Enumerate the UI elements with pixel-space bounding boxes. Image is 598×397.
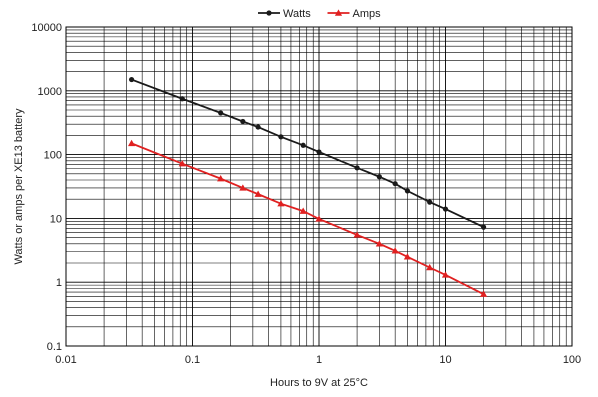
amps-point bbox=[239, 184, 247, 191]
watts-point bbox=[255, 124, 261, 130]
watts-point bbox=[218, 110, 224, 116]
watts-point bbox=[392, 181, 398, 187]
y-tick-label: 10000 bbox=[31, 22, 62, 34]
watts-point bbox=[442, 206, 449, 212]
amps-point bbox=[217, 175, 225, 182]
legend-marker-watts bbox=[266, 10, 272, 16]
x-tick-label: 1 bbox=[316, 354, 322, 366]
amps-point bbox=[391, 247, 399, 254]
amps-point bbox=[127, 139, 136, 147]
amps-point bbox=[315, 215, 323, 222]
amps-point bbox=[254, 190, 262, 197]
x-tick-label: 10 bbox=[439, 354, 451, 366]
amps-point bbox=[277, 200, 285, 207]
amps-point bbox=[353, 231, 361, 238]
x-tick-label: 0.1 bbox=[185, 354, 200, 366]
watts-point bbox=[278, 134, 284, 140]
watts-series bbox=[128, 76, 487, 230]
grid bbox=[65, 27, 572, 347]
x-tick-label: 0.01 bbox=[55, 354, 76, 366]
watts-point bbox=[240, 118, 246, 125]
watts-line bbox=[131, 78, 484, 228]
watts-point bbox=[316, 149, 322, 155]
amps-series bbox=[127, 139, 488, 297]
legend-label-amps: Amps bbox=[353, 8, 382, 20]
watts-point bbox=[354, 165, 360, 171]
series-layer bbox=[127, 76, 488, 297]
y-tick-label: 1000 bbox=[38, 86, 62, 98]
y-axis-ticks: 0.1 1 10 100 1000 10000 bbox=[31, 22, 62, 353]
amps-point bbox=[426, 263, 434, 271]
amps-point bbox=[375, 240, 383, 247]
y-tick-label: 100 bbox=[44, 150, 62, 162]
amps-point bbox=[479, 290, 488, 297]
y-tick-label: 0.1 bbox=[47, 341, 62, 353]
watts-point bbox=[179, 96, 185, 102]
legend: Watts Amps bbox=[258, 8, 381, 20]
watts-point bbox=[376, 174, 382, 180]
watts-point bbox=[404, 188, 411, 194]
watts-point bbox=[427, 199, 433, 205]
legend-item-amps: Amps bbox=[327, 8, 382, 20]
legend-item-watts: Watts bbox=[258, 8, 311, 20]
legend-label-watts: Watts bbox=[283, 8, 311, 20]
y-tick-label: 1 bbox=[56, 277, 62, 289]
x-axis-ticks: 0.01 0.1 1 10 100 bbox=[55, 354, 581, 366]
amps-point bbox=[178, 160, 186, 167]
amps-point bbox=[299, 207, 307, 214]
legend-marker-amps bbox=[334, 9, 343, 16]
amps-point bbox=[403, 253, 412, 260]
watts-point bbox=[300, 142, 306, 148]
y-axis-title: Watts or amps per XE13 battery bbox=[13, 108, 25, 265]
amps-point bbox=[441, 271, 450, 278]
y-tick-label: 10 bbox=[50, 213, 62, 225]
x-tick-label: 100 bbox=[563, 354, 581, 366]
watts-point bbox=[128, 76, 135, 83]
watts-point bbox=[480, 224, 487, 230]
plot-area-frame bbox=[65, 26, 573, 347]
x-axis-title: Hours to 9V at 25°C bbox=[270, 377, 368, 389]
